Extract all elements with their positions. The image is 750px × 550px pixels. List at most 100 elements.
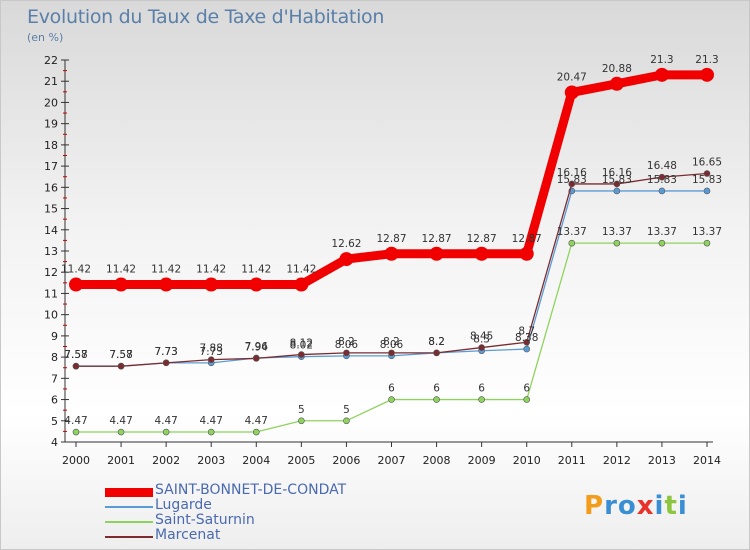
series-2-data-label: 4.47 — [245, 415, 268, 427]
series-2-data-label: 6 — [388, 383, 395, 395]
series-1-data-label: 8.06 — [335, 339, 359, 351]
series-2-data-label: 4.47 — [200, 415, 223, 427]
series-3-point — [252, 355, 260, 362]
x-tick-label: 2014 — [693, 454, 721, 467]
y-tick-label: 14 — [44, 224, 58, 237]
series-1-data-label: 8.02 — [290, 340, 313, 352]
series-1-point — [523, 345, 531, 353]
legend-swatch-marcenat — [105, 536, 153, 538]
series-1-data-label: 7.58 — [64, 349, 87, 361]
logo-letter-6: i — [677, 491, 688, 521]
series-2-point — [703, 239, 711, 247]
series-0-data-label: 21.3 — [695, 54, 718, 66]
series-2-data-label: 6 — [478, 383, 485, 395]
series-1-data-label: 15.83 — [557, 174, 587, 186]
series-0-point — [339, 252, 354, 267]
series-3-data-label: 8.2 — [338, 336, 355, 348]
series-3-data-label: 7.57 — [109, 349, 132, 361]
series-1-data-label: 15.83 — [602, 174, 632, 186]
series-2-point — [207, 428, 215, 436]
y-tick-label: 9 — [51, 330, 58, 343]
series-2-point — [523, 396, 531, 403]
legend-swatch-saint-saturnin — [105, 521, 153, 523]
series-2-data-label: 6 — [523, 383, 530, 395]
series-1-data-label: 7.73 — [154, 346, 177, 358]
series-3-point — [162, 359, 170, 367]
x-tick-label: 2000 — [62, 454, 90, 467]
legend-label-marcenat: Marcenat — [155, 527, 221, 543]
series-0-data-label: 12.87 — [467, 233, 497, 245]
series-2-point — [162, 428, 170, 436]
series-0-point — [609, 76, 624, 91]
proxiti-logo[interactable]: Proxiti — [584, 491, 688, 521]
series-0-data-label: 11.42 — [106, 264, 136, 276]
series-0-data-label: 11.42 — [151, 264, 181, 276]
y-tick-label: 8 — [51, 351, 58, 364]
series-2-point — [433, 396, 440, 403]
series-3-data-label: 8.45 — [470, 331, 493, 343]
y-tick-label: 20 — [44, 96, 58, 109]
logo-letter-0: P — [584, 491, 605, 521]
y-tick-label: 17 — [44, 160, 58, 173]
series-0-point — [429, 246, 444, 261]
y-tick-label: 21 — [44, 75, 58, 88]
legend-swatch-saint-bonnet — [105, 488, 153, 497]
series-1-data-label: 8.2 — [428, 336, 445, 348]
series-2-data-label: 5 — [343, 404, 350, 416]
y-tick-label: 16 — [44, 181, 58, 194]
series-0-point — [474, 246, 489, 261]
series-0-point — [114, 277, 129, 292]
series-3-point — [207, 356, 215, 363]
y-tick-label: 19 — [44, 118, 58, 131]
y-tick-label: 6 — [51, 394, 58, 407]
logo-letter-5: t — [664, 491, 678, 521]
series-0-point — [204, 277, 219, 292]
series-3-data-label: 7.57 — [64, 349, 87, 361]
y-tick-label: 7 — [51, 372, 58, 385]
series-0-point — [654, 67, 669, 82]
series-1-data-label: 7.58 — [109, 349, 132, 361]
legend-label-lugarde: Lugarde — [155, 497, 212, 513]
series-2-point — [388, 396, 395, 403]
series-2-point — [568, 239, 576, 247]
series-3-point — [72, 362, 80, 370]
x-tick-label: 2004 — [242, 454, 270, 467]
series-2-data-label: 13.37 — [602, 226, 632, 238]
series-3-point — [568, 180, 576, 188]
series-0-data-label: 12.87 — [376, 233, 406, 245]
chart-subtitle: (en %) — [27, 31, 64, 44]
chart-title: Evolution du Taux de Taxe d'Habitation — [27, 6, 385, 28]
series-2-data-label: 5 — [298, 404, 305, 416]
series-3-point — [388, 349, 395, 357]
y-tick-label: 11 — [44, 287, 58, 300]
series-2-point — [252, 428, 260, 436]
series-3-data-label: 16.65 — [692, 157, 722, 169]
series-3-data-label: 7.94 — [245, 341, 269, 353]
series-3-point — [433, 349, 440, 357]
y-tick-label: 13 — [44, 245, 58, 258]
series-0-data-label: 12.87 — [422, 233, 452, 245]
series-1-data-label: 7.73 — [200, 346, 223, 358]
x-tick-label: 2009 — [468, 454, 496, 467]
series-1-data-label: 8.38 — [515, 332, 538, 344]
series-3-data-label: 16.16 — [602, 167, 632, 179]
x-tick-label: 2007 — [378, 454, 406, 467]
series-2-point — [343, 417, 350, 425]
x-tick-label: 2008 — [423, 454, 451, 467]
x-tick-label: 2006 — [332, 454, 360, 467]
series-2-data-label: 4.47 — [154, 415, 177, 427]
series-0-point — [564, 85, 579, 100]
legend-swatch-lugarde — [105, 506, 153, 508]
series-1-data-label: 8.3 — [473, 334, 490, 346]
y-tick-label: 22 — [44, 54, 58, 67]
series-2-data-label: 6 — [433, 383, 440, 395]
y-tick-label: 4 — [51, 436, 58, 449]
series-1-data-label: 8.06 — [380, 339, 404, 351]
series-0-point — [294, 277, 309, 292]
x-tick-label: 2011 — [558, 454, 586, 467]
logo-letter-4: i — [654, 491, 665, 521]
series-2-data-label: 13.37 — [647, 226, 677, 238]
y-tick-label: 5 — [51, 415, 58, 428]
series-2-data-label: 4.47 — [109, 415, 132, 427]
